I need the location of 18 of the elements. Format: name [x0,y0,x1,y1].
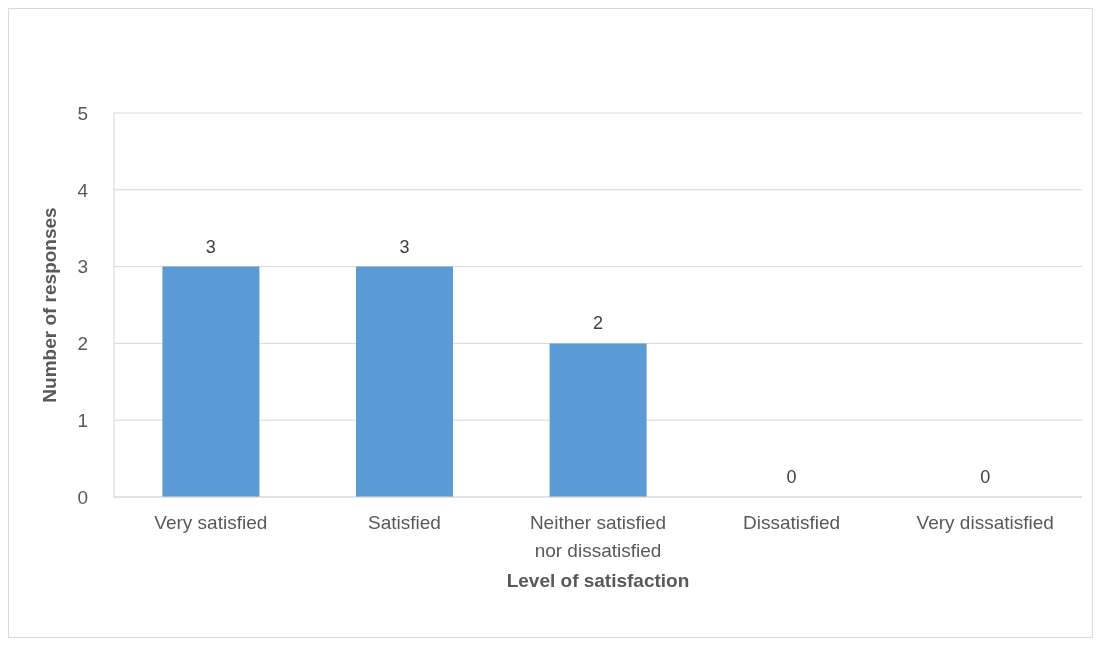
data-label: 2 [592,313,604,334]
x-tick-label: Very dissatisfied [916,512,1054,533]
x-tick-label: Satisfied [367,512,441,533]
data-label: 0 [786,467,797,487]
y-axis-title: Number of responses [38,207,60,403]
y-tick-label: 1 [77,409,88,431]
data-label: 3 [399,236,410,257]
y-tick-label: 3 [77,256,88,278]
x-tick-label: Very satisfied [154,512,268,533]
data-label: 0 [980,467,991,487]
x-tick-label: Neither satisfied nor dissatisfied [529,512,667,561]
y-tick-label: 0 [77,486,88,508]
y-tick-label: 2 [77,333,88,355]
y-tick-label: 5 [77,102,88,124]
x-axis-title: Level of satisfaction [506,570,690,591]
x-tick-label: Dissatisfied [743,512,841,533]
data-label: 3 [205,236,216,257]
y-tick-label: 4 [77,179,89,201]
